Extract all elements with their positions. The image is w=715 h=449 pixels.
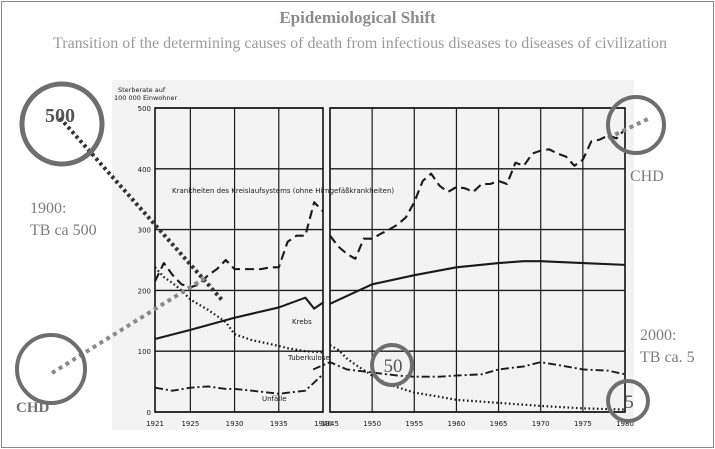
x-tick-label: 1940: [314, 420, 332, 428]
y-axis-label-line1: Sterberate auf: [118, 86, 166, 94]
series-circulatory-line: [154, 201, 324, 289]
y-tick-label: 400: [138, 166, 151, 174]
x-tick-label: 1960: [448, 420, 466, 428]
plot-frame-left: [154, 107, 324, 413]
x-tick-label: 1945: [321, 420, 339, 428]
series-label-accidents: Unfälle: [262, 395, 287, 403]
slide-title: Epidemiological Shift: [279, 8, 436, 27]
y-tick-label: 500: [138, 105, 151, 113]
plot-frame-right: [329, 107, 626, 413]
right-note-line1: 2000:: [640, 327, 677, 344]
y-tick-label: 100: [138, 348, 151, 356]
series-tuberculosis-line: [154, 266, 324, 354]
x-tick-label: 1955: [405, 420, 423, 428]
x-tick-label: 1935: [270, 420, 288, 428]
slide-subtitle: Transition of the determining causes of …: [53, 35, 667, 52]
x-tick-label: 1925: [181, 420, 199, 428]
right-note-line2: TB ca. 5: [640, 349, 695, 366]
circle-5-label: 5: [624, 392, 634, 413]
circle-50-marker: [370, 343, 414, 387]
chd-label-bottom-left: CHD: [16, 400, 50, 416]
circle-500-marker: [19, 81, 105, 167]
y-axis-label-line2: 100 000 Einwohner: [114, 94, 178, 102]
circle-chd-right-marker: [606, 95, 666, 155]
circle-5-marker: [606, 379, 650, 423]
x-tick-label: 1970: [532, 420, 550, 428]
series-circulatory-line: [329, 128, 626, 260]
series-tuberculosis-line: [329, 344, 626, 411]
series-cancer-line: [154, 296, 324, 341]
series-cancer-line: [329, 260, 626, 305]
left-note-line2: TB ca 500: [30, 222, 97, 239]
series-label-cancer: Krebs: [292, 318, 312, 326]
right-note: 2000: TB ca. 5: [640, 325, 695, 369]
circle-500-label: 500: [45, 105, 75, 127]
x-tick-label: 1975: [574, 420, 592, 428]
circle-50-label: 50: [384, 356, 403, 377]
y-tick-label: 300: [138, 227, 151, 235]
x-tick-label: 1930: [226, 420, 244, 428]
y-tick-label: 0: [147, 409, 151, 417]
chd-trend-overlay-left: [50, 276, 207, 375]
tb-trend-overlay-line: [58, 116, 224, 302]
x-tick-label: 1980: [616, 420, 634, 428]
x-tick-label: 1965: [490, 420, 508, 428]
series-accidents-line: [312, 361, 626, 378]
series-label-tuberculosis: Tuberkulose: [287, 354, 330, 362]
y-tick-label: 200: [138, 287, 151, 295]
left-note-line1: 1900:: [30, 200, 67, 217]
circle-chd-left-marker: [15, 333, 87, 405]
x-tick-label: 1950: [363, 420, 381, 428]
series-accidents-line: [154, 373, 324, 395]
left-note: 1900: TB ca 500: [30, 198, 97, 242]
series-label-circulatory: Krankheiten des Kreislaufsystems (ohne H…: [172, 187, 394, 195]
chd-label-top-right: CHD: [630, 168, 664, 185]
x-tick-label: 1921: [146, 420, 164, 428]
